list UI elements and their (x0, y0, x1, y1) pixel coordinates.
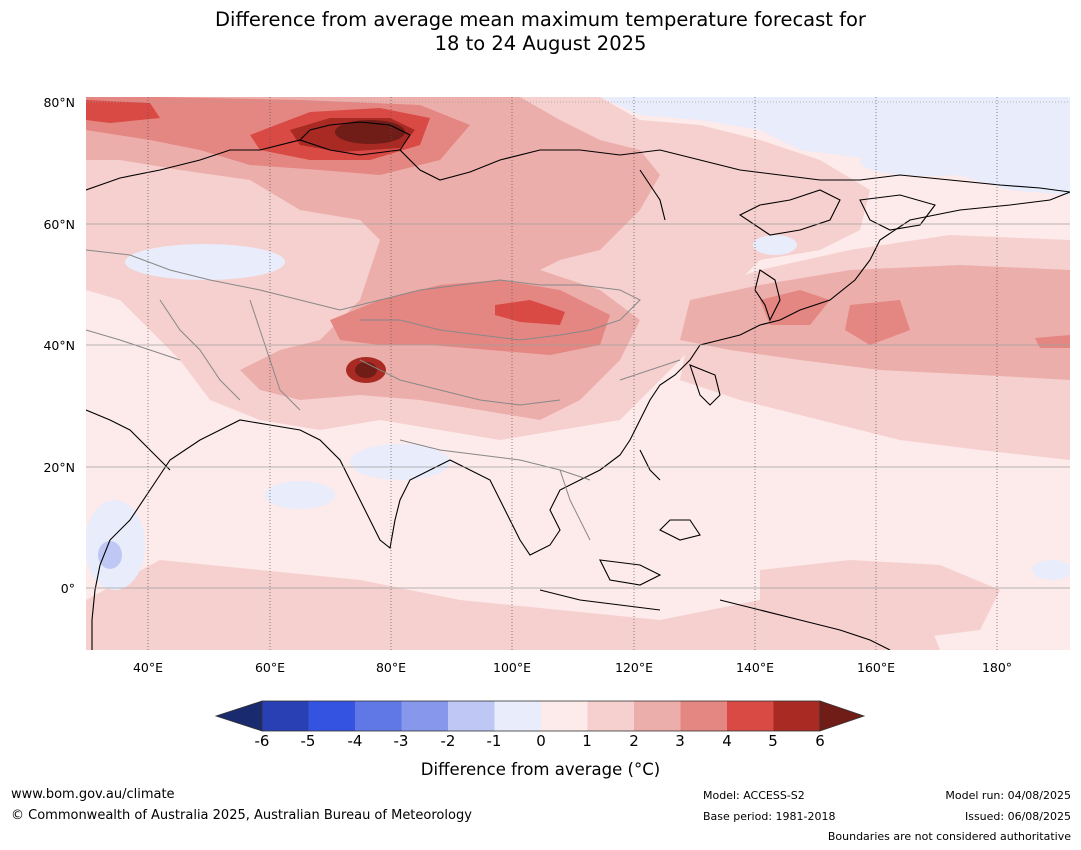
colorbar-segment (355, 701, 402, 731)
colorbar-tick: 5 (768, 732, 778, 750)
footer-disclaimer: Boundaries are not considered authoritat… (827, 830, 1071, 843)
title-line-2: 18 to 24 August 2025 (434, 32, 647, 55)
colorbar-frame (261, 700, 821, 732)
colorbar-segment (308, 701, 355, 731)
forecast-map (86, 97, 1070, 650)
lon-label-40e: 40°E (132, 660, 164, 675)
colorbar-segment (634, 701, 681, 731)
colorbar-tick: 6 (815, 732, 825, 750)
colorbar-tick: -3 (393, 732, 409, 750)
grid (86, 97, 1070, 650)
colorbar-tick: -5 (300, 732, 316, 750)
anomaly-pacific-cool (1032, 560, 1070, 580)
colorbar-tick: -1 (486, 732, 502, 750)
lat-label-20n: 20°N (43, 460, 75, 475)
colorbar-extend-low (214, 700, 263, 732)
lon-label-120e: 120°E (614, 660, 654, 675)
lat-label-80n: 80°N (43, 95, 75, 110)
lat-label-0: 0° (60, 581, 75, 596)
colorbar-segment (448, 701, 495, 731)
coastlines (86, 121, 1070, 650)
lon-label-100e: 100°E (492, 660, 532, 675)
colorbar-tick: -6 (254, 732, 270, 750)
anomaly-mongolia-4-5 (495, 300, 565, 325)
colorbar-segment (541, 701, 588, 731)
colorbar-segment (680, 701, 727, 731)
footer-copyright: © Commonwealth of Australia 2025, Austra… (11, 808, 472, 823)
anomaly-caspian-cool (125, 244, 285, 280)
colorbar-tick: 3 (675, 732, 685, 750)
colorbar-tick: -4 (347, 732, 363, 750)
colorbar-segment (587, 701, 634, 731)
colorbar-label: Difference from average (°C) (420, 760, 661, 779)
anomaly-indian-ocean-1-2 (86, 560, 940, 650)
colorbar-tick: 1 (582, 732, 592, 750)
colorbar-extend-high (819, 700, 866, 732)
anomaly-taymyr-above-6 (335, 120, 405, 144)
footer-model: Model: ACCESS-S2 (703, 789, 805, 802)
colorbar-segment (262, 701, 309, 731)
title-line-1: Difference from average mean maximum tem… (215, 8, 866, 31)
colorbar-tick: -2 (440, 732, 456, 750)
footer-issued: Issued: 06/08/2025 (964, 810, 1071, 823)
colorbar-segment (773, 701, 820, 731)
footer-base-period: Base period: 1981-2018 (703, 810, 836, 823)
colorbar-segment (494, 701, 541, 731)
lat-label-60n: 60°N (43, 217, 75, 232)
colorbar-tick: 0 (536, 732, 546, 750)
anomaly-arabia-cool (265, 481, 335, 509)
anomaly-kamchatka-cool (753, 235, 797, 255)
colorbar-tick: 2 (629, 732, 639, 750)
anomaly-pacific-3-4 (845, 300, 910, 345)
anomaly-west-pacific-1-2 (760, 560, 1000, 640)
lat-label-40n: 40°N (43, 338, 75, 353)
footer-url[interactable]: www.bom.gov.au/climate (11, 787, 175, 802)
lon-label-180: 180° (981, 660, 1013, 675)
colorbar-segment (401, 701, 448, 731)
anomaly-japan-sea-3-4 (760, 290, 830, 325)
anomaly-okhotsk-cool (860, 148, 1000, 176)
lon-label-140e: 140°E (735, 660, 775, 675)
anomaly-tibet-above-6 (355, 362, 377, 378)
colorbar-tick: 4 (722, 732, 732, 750)
anomaly-india-cool (350, 444, 450, 480)
chart-title: Difference from average mean maximum tem… (0, 8, 1081, 56)
lon-label-60e: 60°E (254, 660, 286, 675)
anomaly-kara-sea-4-5 (86, 100, 160, 123)
anomaly-mongolia-3-4 (330, 280, 610, 355)
colorbar-segment (727, 701, 774, 731)
lon-label-160e: 160°E (856, 660, 896, 675)
country-borders (86, 249, 681, 541)
lon-label-80e: 80°E (375, 660, 407, 675)
footer-model-run: Model run: 04/08/2025 (945, 789, 1071, 802)
anomaly-africa-cool-2 (98, 541, 122, 569)
